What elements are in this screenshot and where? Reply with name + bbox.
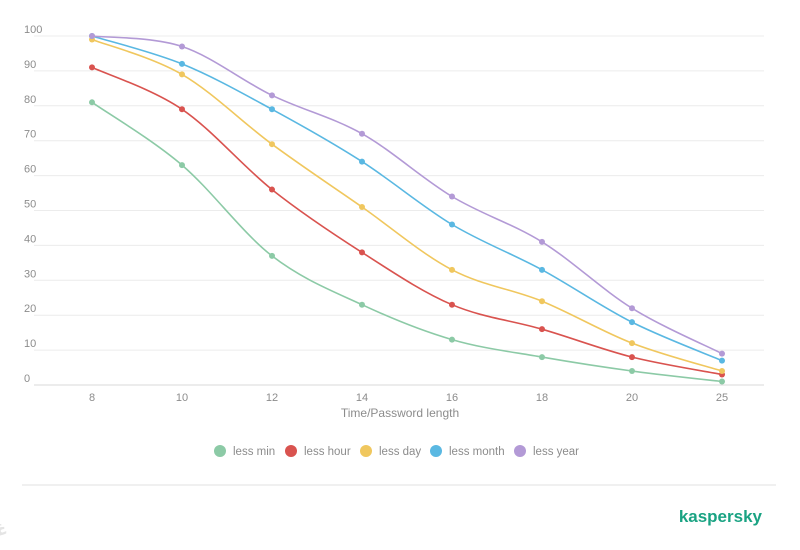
y-tick-label: 50 [24, 199, 36, 211]
y-tick-label: 60 [24, 164, 36, 176]
data-point [449, 266, 455, 273]
data-point [719, 368, 725, 375]
y-tick-label: 90 [24, 59, 36, 71]
data-point [269, 252, 275, 259]
x-tick-label: 14 [356, 392, 368, 404]
data-point [179, 43, 185, 50]
legend-marker [514, 445, 526, 457]
x-tick-label: 20 [626, 392, 638, 404]
x-tick-label: 12 [266, 392, 278, 404]
data-point [629, 340, 635, 347]
data-point [89, 99, 95, 106]
series-line [91, 101, 723, 383]
data-point [359, 204, 365, 211]
x-tick-label: 10 [176, 392, 188, 404]
x-tick-label: 16 [446, 392, 458, 404]
data-point [179, 71, 185, 78]
x-tick-label: 18 [536, 392, 548, 404]
series-less-year [89, 33, 725, 357]
legend: less min less hour less day less month less … [214, 445, 579, 458]
kaspersky-logo: kaspersky [679, 507, 763, 526]
data-point [269, 186, 275, 193]
y-tick-label: 80 [24, 94, 36, 106]
data-point [629, 305, 635, 312]
data-point [359, 158, 365, 165]
y-tick-label: 20 [24, 303, 36, 315]
data-point [359, 249, 365, 256]
data-point [269, 106, 275, 113]
y-tick-label: 40 [24, 233, 36, 245]
data-point [449, 221, 455, 228]
data-point [359, 301, 365, 308]
series-line [91, 35, 723, 355]
x-tick-label: 25 [716, 392, 728, 404]
legend-label: less hour [304, 446, 351, 458]
y-tick-label: 30 [24, 268, 36, 280]
legend-label: less month [449, 446, 505, 458]
series-less-hour [89, 64, 725, 378]
x-tick-label: 8 [89, 392, 95, 404]
data-point [539, 238, 545, 245]
data-point [629, 354, 635, 361]
data-point [449, 301, 455, 308]
data-point [269, 92, 275, 99]
legend-item: less day [360, 445, 421, 458]
legend-marker [360, 445, 372, 457]
legend-label: less min [233, 446, 275, 458]
data-point [359, 130, 365, 137]
data-point [449, 336, 455, 343]
data-point [719, 357, 725, 364]
data-point [449, 193, 455, 200]
data-point [179, 60, 185, 67]
y-tick-label: 70 [24, 129, 36, 141]
data-point [629, 319, 635, 326]
legend-item: less min [214, 445, 275, 458]
data-point [179, 106, 185, 113]
y-axis-ticks: 0 10 20 30 40 50 60 70 80 90 100 [24, 24, 42, 385]
series-line [91, 35, 723, 362]
x-axis-title: Time/Password length [341, 406, 459, 420]
legend-marker [214, 445, 226, 457]
legend-label: less day [379, 446, 421, 458]
series-line [91, 38, 723, 372]
data-point [89, 64, 95, 71]
y-tick-label: 100 [24, 24, 42, 36]
data-point [89, 33, 95, 39]
data-point [539, 298, 545, 305]
legend-item: less year [514, 445, 579, 458]
x-axis-ticks: 8 10 12 14 16 18 20 25 [89, 392, 728, 404]
data-point [179, 162, 185, 169]
series-less-month [89, 33, 725, 364]
legend-item: less month [430, 445, 505, 458]
data-point [719, 350, 725, 357]
data-point [719, 378, 725, 385]
data-point [539, 266, 545, 273]
series [89, 33, 725, 385]
y-tick-label: 10 [24, 338, 36, 350]
data-point [269, 141, 275, 148]
data-point [629, 368, 635, 375]
series-line [91, 66, 723, 376]
series-less-min [89, 99, 725, 385]
grid [34, 35, 764, 386]
legend-label: less year [533, 446, 579, 458]
y-tick-label: 0 [24, 373, 30, 385]
legend-marker [430, 445, 442, 457]
watermark: غرب الإخبارية [0, 520, 8, 541]
legend-marker [285, 445, 297, 457]
legend-item: less hour [285, 445, 351, 458]
data-point [539, 326, 545, 333]
data-point [539, 354, 545, 361]
